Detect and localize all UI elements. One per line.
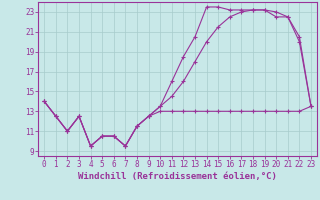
X-axis label: Windchill (Refroidissement éolien,°C): Windchill (Refroidissement éolien,°C) xyxy=(78,172,277,181)
